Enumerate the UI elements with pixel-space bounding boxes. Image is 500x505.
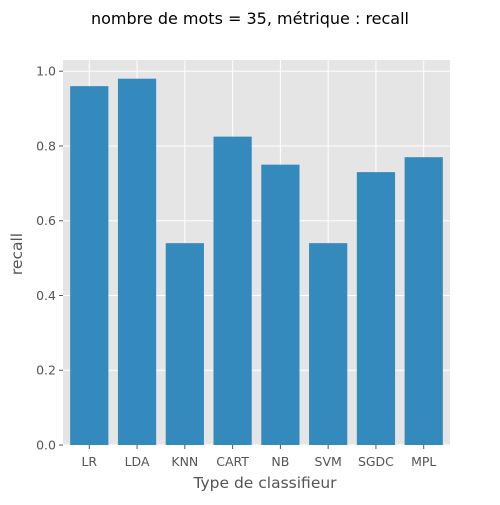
x-axis-ticks: LR LDA KNN CART NB SVM SGDC MPL [81, 445, 436, 469]
y-tick-label: 0.2 [36, 363, 56, 378]
x-tick-label-lda: LDA [125, 454, 150, 469]
y-tick-label: 0.8 [36, 138, 56, 153]
y-tick-label: 0.4 [36, 288, 56, 303]
x-tick-label-svm: SVM [315, 454, 342, 469]
x-tick-label-cart: CART [216, 454, 249, 469]
chart-title: nombre de mots = 35, métrique : recall [91, 9, 409, 28]
bar-mpl [404, 157, 443, 446]
y-axis-ticks: 0.0 0.2 0.4 0.6 0.8 1.0 [36, 64, 63, 453]
bar-cart [213, 136, 252, 445]
bar-sgdc [356, 172, 396, 445]
bar-lda [117, 78, 157, 445]
bars [70, 78, 443, 446]
x-tick-label-lr: LR [81, 454, 97, 469]
x-tick-label-sgdc: SGDC [358, 454, 394, 469]
y-tick-label: 0.6 [36, 213, 56, 228]
bar-nb [261, 164, 300, 445]
bar-lr [70, 86, 109, 446]
bar-knn [165, 243, 204, 445]
y-tick-label: 0.0 [36, 438, 56, 453]
x-tick-label-mpl: MPL [411, 454, 436, 469]
bar-svm [309, 243, 348, 445]
x-tick-label-nb: NB [271, 454, 289, 469]
x-axis-label: Type de classifieur [192, 474, 337, 492]
y-axis-label: recall [8, 233, 26, 275]
x-tick-label-knn: KNN [171, 454, 198, 469]
y-tick-label: 1.0 [36, 64, 56, 79]
